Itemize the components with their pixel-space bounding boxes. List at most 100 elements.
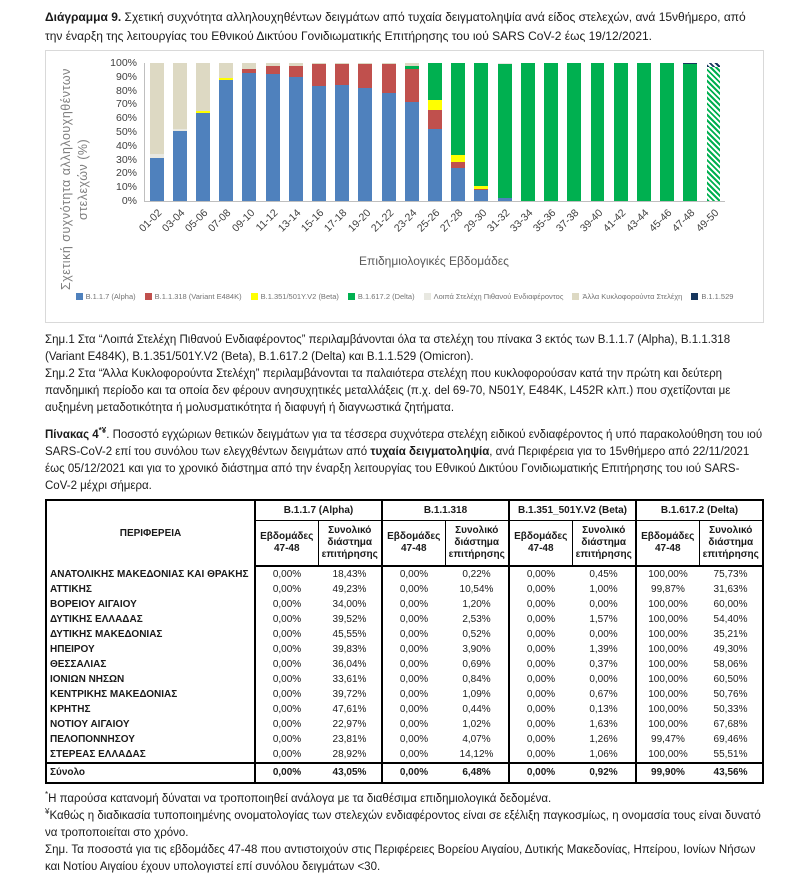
region-name: ΚΕΝΤΡΙΚΗΣ ΜΑΚΕΔΟΝΙΑΣ (50, 689, 178, 700)
bar-segment (706, 67, 721, 201)
footnotes: *Η παρούσα κατανομή δύναται να τροποποιη… (45, 791, 764, 876)
variant-group-header: B.1.617.2 (Delta) (634, 500, 764, 521)
bar-segment (474, 185, 489, 189)
value-cell: 33,61% (332, 674, 367, 685)
bar-49-50 (702, 63, 725, 201)
bar-39-40 (586, 63, 609, 201)
value-cell: 6,48% (445, 762, 509, 783)
footnote-1-mark: * (45, 790, 49, 800)
bar-segment (196, 63, 210, 112)
value-cell: 0,00% (254, 687, 318, 702)
variant-group-header: B.1.1.318 (381, 500, 509, 521)
footnote-1: *Η παρούσα κατανομή δύναται να τροποποιη… (45, 791, 764, 808)
bar-segment (335, 64, 350, 86)
value-cell: 67,68% (713, 719, 748, 730)
legend-item: B.1.1.529 (691, 292, 733, 301)
value-cell: 1,00% (589, 584, 618, 595)
subheader-total-period: Συνολικό διάστημα επιτήρησης (698, 520, 764, 567)
variant-group-header: B.1.351_501Y.V2 (Beta) (508, 500, 636, 521)
region-name: ΒΟΡΕΙΟΥ ΑΙΓΑΙΟΥ (50, 599, 137, 610)
stacked-bar-chart: Σχετική συχνότητα αλληλουχηθέντων στελεχ… (45, 50, 764, 323)
value-cell: 0,52% (462, 629, 491, 640)
bar-segment (335, 85, 350, 201)
value-cell: 100,00% (635, 597, 699, 612)
bar-segment (474, 189, 489, 201)
value-cell: 2,53% (462, 614, 491, 625)
bar-segment (312, 64, 326, 87)
bar-segment (172, 129, 187, 131)
bar-01-02 (145, 63, 168, 201)
bar-33-34 (516, 63, 539, 201)
bar-segment (544, 63, 559, 201)
bar-segment (219, 63, 234, 79)
bar-segment (149, 154, 164, 159)
legend-item: B.1.351/501Y.V2 (Beta) (250, 292, 339, 301)
y-tick-label: 40% (115, 139, 137, 152)
subheader-total-period: Συνολικό διάστημα επιτήρησης (444, 520, 509, 567)
bar-segment (404, 65, 419, 69)
value-cell: 0,00% (381, 762, 445, 783)
value-cell: 0,00% (254, 732, 318, 747)
bar-segment (636, 63, 651, 201)
value-cell: 10,54% (459, 584, 494, 595)
value-cell: 0,00% (381, 627, 445, 642)
bar-segment (242, 63, 257, 69)
value-cell: 0,00% (589, 629, 618, 640)
value-cell: 0,44% (462, 704, 491, 715)
bar-segment (219, 79, 234, 201)
chart-note-1: Σημ.1 Στα “Λοιπά Στελέχη Πιθανού Ενδιαφέ… (45, 334, 731, 363)
y-tick-label: 50% (115, 126, 137, 138)
footnote-3: Σημ. Τα ποσοστά για τις εβδομάδες 47-48 … (45, 842, 764, 876)
region-name: ΑΝΑΤΟΛΙΚΗΣ ΜΑΚΕΔΟΝΙΑΣ ΚΑΙ ΘΡΑΚΗΣ (50, 568, 249, 580)
value-cell: 0,69% (462, 659, 491, 670)
value-cell: 31,63% (713, 584, 748, 595)
bar-segment (451, 162, 466, 168)
value-cell: 0,00% (508, 566, 572, 582)
value-cell: 99,87% (635, 582, 699, 597)
legend-swatch-icon (347, 293, 355, 300)
footnote-1-text: Η παρούσα κατανομή δύναται να τροποποιηθ… (48, 793, 552, 805)
value-cell: 39,83% (332, 644, 367, 655)
bar-15-16 (307, 63, 330, 201)
bar-43-44 (632, 63, 655, 201)
bar-segment (428, 63, 442, 101)
chart-legend: B.1.1.7 (Alpha) B.1.1.318 (Variant E484K)… (46, 292, 763, 301)
bar-37-38 (563, 63, 586, 201)
bar-segment (265, 65, 280, 75)
table-row: ΠΕΛΟΠΟΝΝΗΣΟΥ 0,00% 23,81% 0,00% 4,07% 0,00% 1,… (46, 732, 763, 747)
bar-segment (196, 111, 210, 113)
value-cell: 0,00% (589, 599, 618, 610)
legend-swatch-icon (572, 293, 580, 300)
value-cell: 35,21% (713, 629, 748, 640)
value-cell: 100,00% (635, 672, 699, 687)
x-axis-labels: 01-02 03-04 05-06 07-08 09-10 11-12 13-14 15-16… (137, 202, 724, 248)
bar-segment (590, 63, 605, 201)
table-caption-text-2: , ανά Περιφέρεια για το 15νθήμερο από 22… (45, 446, 750, 492)
x-slot-49-50: 49-50 (693, 202, 724, 248)
bar-segment (358, 63, 373, 65)
value-cell: 0,00% (254, 566, 318, 582)
region-name: ΙΟΝΙΩΝ ΝΗΣΩΝ (50, 674, 125, 685)
bar-segment (172, 130, 187, 201)
bar-segment (288, 63, 303, 66)
bar-03-04 (168, 63, 191, 201)
region-name: ΑΤΤΙΚΗΣ (50, 584, 92, 595)
value-cell: 4,07% (462, 734, 491, 745)
value-cell: 23,81% (332, 734, 367, 745)
value-cell: 0,00% (254, 657, 318, 672)
y-tick-label: 0% (121, 195, 137, 207)
value-cell: 1,26% (589, 734, 618, 745)
value-cell: 0,00% (589, 674, 618, 685)
value-cell: 0,13% (589, 704, 618, 715)
table-row: ΣΤΕΡΕΑΣ ΕΛΛΑΔΑΣ 0,00% 28,92% 0,00% 14,12% 0,0… (46, 747, 763, 763)
figure-caption-text: Σχετική συχνότητα αλληλουχηθέντων δειγμά… (45, 10, 746, 43)
bar-segment (474, 188, 489, 190)
value-cell: 1,06% (589, 749, 618, 760)
table-caption-label: Πίνακας 4 (45, 429, 99, 441)
bar-35-36 (539, 63, 562, 201)
table-header: ΠΕΡΙΦΕΡΕΙΑ B.1.1.7 (Alpha) B.1.1.318 B.1.35… (46, 500, 764, 567)
legend-item: B.1.617.2 (Delta) (347, 292, 415, 301)
table-row: ΚΕΝΤΡΙΚΗΣ ΜΑΚΕΔΟΝΙΑΣ 0,00% 39,72% 0,00% 1,09… (46, 687, 763, 702)
table-caption-text-1: . Ποσοστό εγχώριων θετικών δειγμάτων για… (45, 429, 763, 458)
value-cell: 3,90% (462, 644, 491, 655)
